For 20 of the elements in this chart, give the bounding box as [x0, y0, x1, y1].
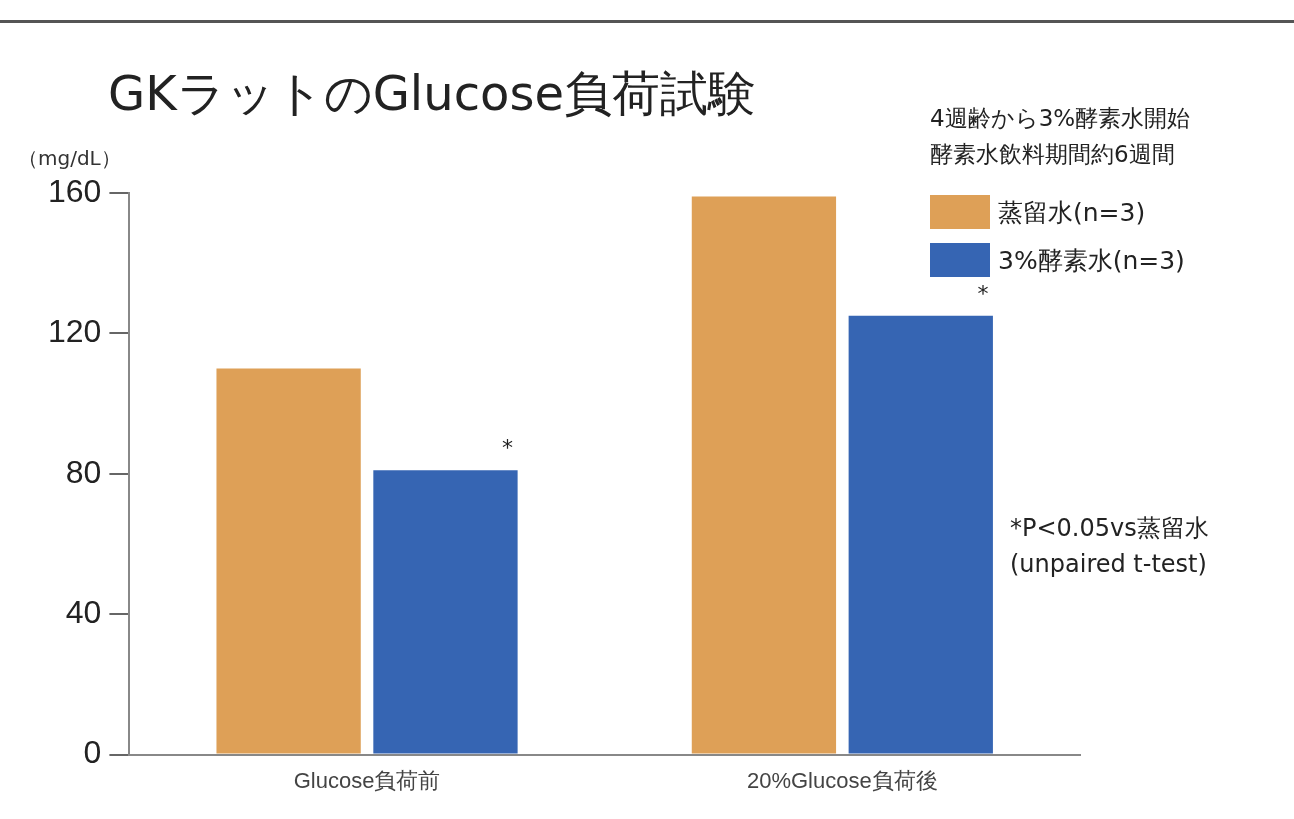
bar — [848, 315, 993, 754]
legend-label: 蒸留水(n=3) — [998, 196, 1146, 229]
x-tick-label: 20%Glucose負荷後 — [746, 767, 938, 793]
y-tick-label: 80 — [65, 453, 102, 490]
y-tick-label: 0 — [83, 734, 102, 771]
chart-title: GKラットのGlucose負荷試験 — [108, 64, 756, 123]
bar — [216, 368, 361, 754]
chart-subtitle: 4週齢から3%酵素水開始 — [930, 105, 1191, 131]
legend-label: 3%酵素水(n=3) — [998, 244, 1185, 277]
x-tick-label: Glucose負荷前 — [293, 767, 441, 793]
annotation: *P<0.05vs蒸留水 (unpaired t-test) — [1010, 513, 1209, 580]
y-tick-label: 160 — [48, 172, 102, 209]
y-axis-title: （mg/dL） — [18, 145, 121, 172]
bar — [373, 470, 518, 754]
annotation: * — [502, 435, 514, 461]
bar — [691, 196, 837, 754]
y-tick-label: 40 — [65, 594, 102, 631]
annotation: * — [977, 280, 989, 306]
text: 酵素水飲料期間約6週間 — [930, 141, 1175, 167]
y-tick-label: 120 — [48, 313, 102, 350]
